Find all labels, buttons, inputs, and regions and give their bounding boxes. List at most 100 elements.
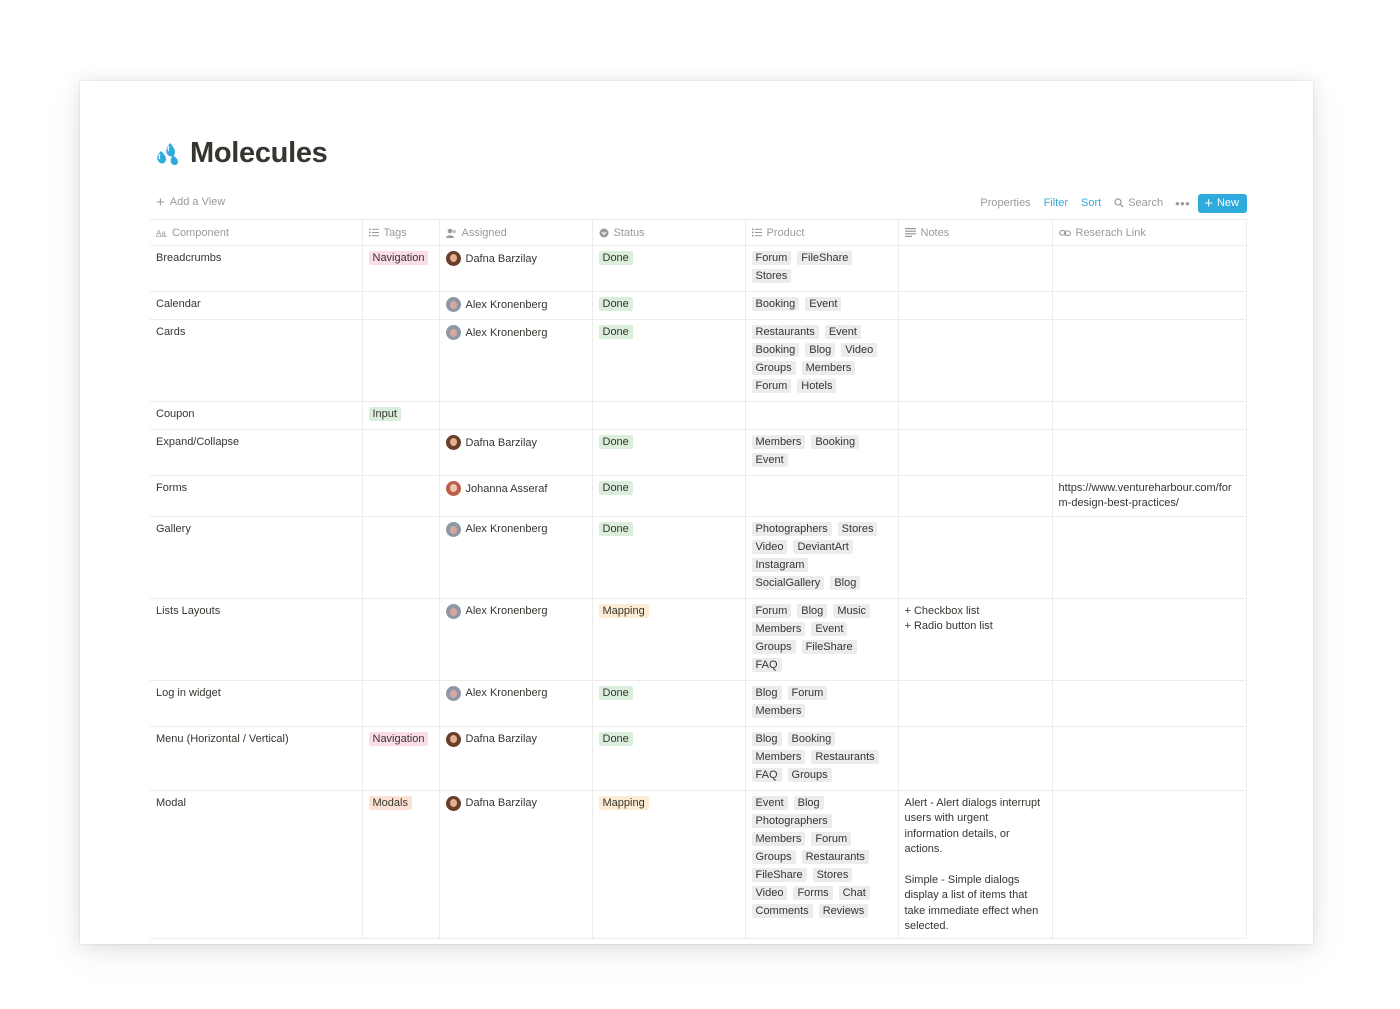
cell-assigned[interactable]: Alex Kronenberg <box>438 291 593 320</box>
cell-component[interactable]: Forms <box>150 475 363 517</box>
cell-component[interactable]: Calendar <box>150 291 363 320</box>
cell-research-link[interactable] <box>1051 789 1247 940</box>
cell-research-link[interactable] <box>1051 679 1247 727</box>
table-row[interactable]: Modal Modals Dafna Barzilay Mapping Event Blo… <box>150 789 1247 940</box>
cell-tags[interactable]: Modals <box>361 789 440 940</box>
column-header-tags[interactable]: Tags <box>361 219 440 246</box>
cell-component[interactable]: Breadcrumbs <box>150 245 363 292</box>
cell-assigned[interactable]: Dafna Barzilay <box>438 429 593 476</box>
column-header-notes[interactable]: Notes <box>897 219 1053 246</box>
table-row[interactable]: Forms Johanna Asseraf Done https://www.vent… <box>150 475 1247 517</box>
table-row[interactable]: Lists Layouts Alex Kronenberg Mapping Forum… <box>150 597 1247 681</box>
cell-tags[interactable]: Input <box>361 401 440 430</box>
cell-notes[interactable] <box>897 429 1053 476</box>
cell-product[interactable]: Blog Forum Members <box>744 679 899 727</box>
cell-product[interactable]: Photographers Stores Video DeviantArt Instag… <box>744 515 899 599</box>
cell-notes[interactable]: Alert - Alert dialogs interrupt users wi… <box>897 789 1053 940</box>
cell-research-link[interactable] <box>1051 725 1247 791</box>
cell-assigned[interactable] <box>438 401 593 430</box>
cell-status[interactable]: Done <box>591 245 746 292</box>
cell-component[interactable]: Log in widget <box>150 679 363 727</box>
cell-notes[interactable] <box>897 401 1053 430</box>
cell-component[interactable]: Lists Layouts <box>150 597 363 681</box>
more-options-icon[interactable]: ••• <box>1175 195 1191 211</box>
cell-notes[interactable] <box>897 291 1053 320</box>
properties-button[interactable]: Properties <box>980 197 1031 209</box>
cell-component[interactable]: Cards <box>150 319 363 402</box>
cell-assigned[interactable]: Alex Kronenberg <box>438 597 593 681</box>
research-link[interactable]: https://www.ventureharbour.com/form-desi… <box>1058 482 1232 510</box>
cell-notes[interactable] <box>897 725 1053 791</box>
table-row[interactable]: Log in widget Alex Kronenberg Done Blog Foru… <box>150 679 1247 727</box>
cell-product[interactable]: Restaurants Event Booking Blog Video Groups Me… <box>744 319 899 402</box>
cell-notes[interactable] <box>897 245 1053 292</box>
cell-research-link[interactable] <box>1051 291 1247 320</box>
cell-research-link[interactable] <box>1051 597 1247 681</box>
cell-research-link[interactable] <box>1051 515 1247 599</box>
cell-product[interactable] <box>744 401 899 430</box>
sort-button[interactable]: Sort <box>1081 197 1102 209</box>
cell-product[interactable]: Blog Booking Members Restaurants FAQ Groups <box>744 725 899 791</box>
cell-component[interactable]: Modal <box>150 789 363 940</box>
cell-component[interactable]: Expand/Collapse <box>150 429 363 476</box>
cell-status[interactable] <box>591 401 746 430</box>
cell-tags[interactable] <box>361 475 440 517</box>
cell-component[interactable]: Gallery <box>150 515 363 599</box>
cell-research-link[interactable] <box>1051 245 1247 292</box>
cell-status[interactable]: Done <box>591 515 746 599</box>
cell-status[interactable]: Done <box>591 319 746 402</box>
cell-status[interactable]: Done <box>591 291 746 320</box>
new-button[interactable]: + New <box>1198 193 1247 213</box>
cell-research-link[interactable] <box>1051 319 1247 402</box>
cell-notes[interactable] <box>897 475 1053 517</box>
cell-research-link[interactable] <box>1051 401 1247 430</box>
column-header-status[interactable]: Status <box>591 219 746 246</box>
cell-tags[interactable] <box>361 291 440 320</box>
cell-assigned[interactable]: Alex Kronenberg <box>438 319 593 402</box>
filter-button[interactable]: Filter <box>1043 197 1069 209</box>
column-header-product[interactable]: Product <box>744 219 899 246</box>
table-row[interactable]: Calendar Alex Kronenberg Done Booking Event <box>150 291 1247 320</box>
cell-assigned[interactable]: Dafna Barzilay <box>438 245 593 292</box>
cell-notes[interactable] <box>897 679 1053 727</box>
cell-assigned[interactable]: Alex Kronenberg <box>438 679 593 727</box>
cell-product[interactable]: Booking Event <box>744 291 899 320</box>
cell-notes[interactable] <box>897 515 1053 599</box>
cell-product[interactable] <box>744 475 899 517</box>
cell-component[interactable]: Coupon <box>150 401 363 430</box>
cell-status[interactable]: Done <box>591 725 746 791</box>
table-row[interactable]: Coupon Input <box>150 401 1247 430</box>
table-row[interactable]: Cards Alex Kronenberg Done Restaurants Event… <box>150 319 1247 402</box>
cell-status[interactable]: Mapping <box>591 789 746 940</box>
cell-tags[interactable] <box>361 515 440 599</box>
cell-research-link[interactable]: https://www.ventureharbour.com/form-desi… <box>1051 475 1247 517</box>
table-row[interactable]: Breadcrumbs Navigation Dafna Barzilay Done F… <box>150 245 1247 292</box>
table-row[interactable]: Expand/Collapse Dafna Barzilay Done Members… <box>150 429 1247 476</box>
cell-tags[interactable]: Navigation <box>361 245 440 292</box>
cell-status[interactable]: Done <box>591 475 746 517</box>
cell-research-link[interactable] <box>1051 429 1247 476</box>
add-view-button[interactable]: + Add a View <box>156 195 225 210</box>
cell-tags[interactable] <box>361 319 440 402</box>
cell-status[interactable]: Done <box>591 429 746 476</box>
search-button[interactable]: Search <box>1114 197 1163 209</box>
cell-assigned[interactable]: Dafna Barzilay <box>438 725 593 791</box>
cell-assigned[interactable]: Alex Kronenberg <box>438 515 593 599</box>
cell-product[interactable]: Forum Blog Music Members Event Groups FileShar… <box>744 597 899 681</box>
column-header-assigned[interactable]: Assigned <box>438 219 593 246</box>
cell-tags[interactable] <box>361 679 440 727</box>
cell-status[interactable]: Done <box>591 679 746 727</box>
cell-tags[interactable] <box>361 597 440 681</box>
cell-notes[interactable] <box>897 319 1053 402</box>
column-header-research-link[interactable]: Reserach Link <box>1051 219 1247 246</box>
cell-tags[interactable]: Navigation <box>361 725 440 791</box>
cell-status[interactable]: Mapping <box>591 597 746 681</box>
column-header-component[interactable]: Aa Component <box>150 219 363 246</box>
cell-product[interactable]: Forum FileShare Stores <box>744 245 899 292</box>
table-row[interactable]: Menu (Horizontal / Vertical) Navigation Da… <box>150 725 1247 791</box>
cell-component[interactable]: Menu (Horizontal / Vertical) <box>150 725 363 791</box>
cell-notes[interactable]: + Checkbox list + Radio button list <box>897 597 1053 681</box>
cell-tags[interactable] <box>361 429 440 476</box>
cell-product[interactable]: Event Blog Photographers Members Forum Groups… <box>744 789 899 940</box>
table-row[interactable]: Gallery Alex Kronenberg Done Photographers S… <box>150 515 1247 599</box>
